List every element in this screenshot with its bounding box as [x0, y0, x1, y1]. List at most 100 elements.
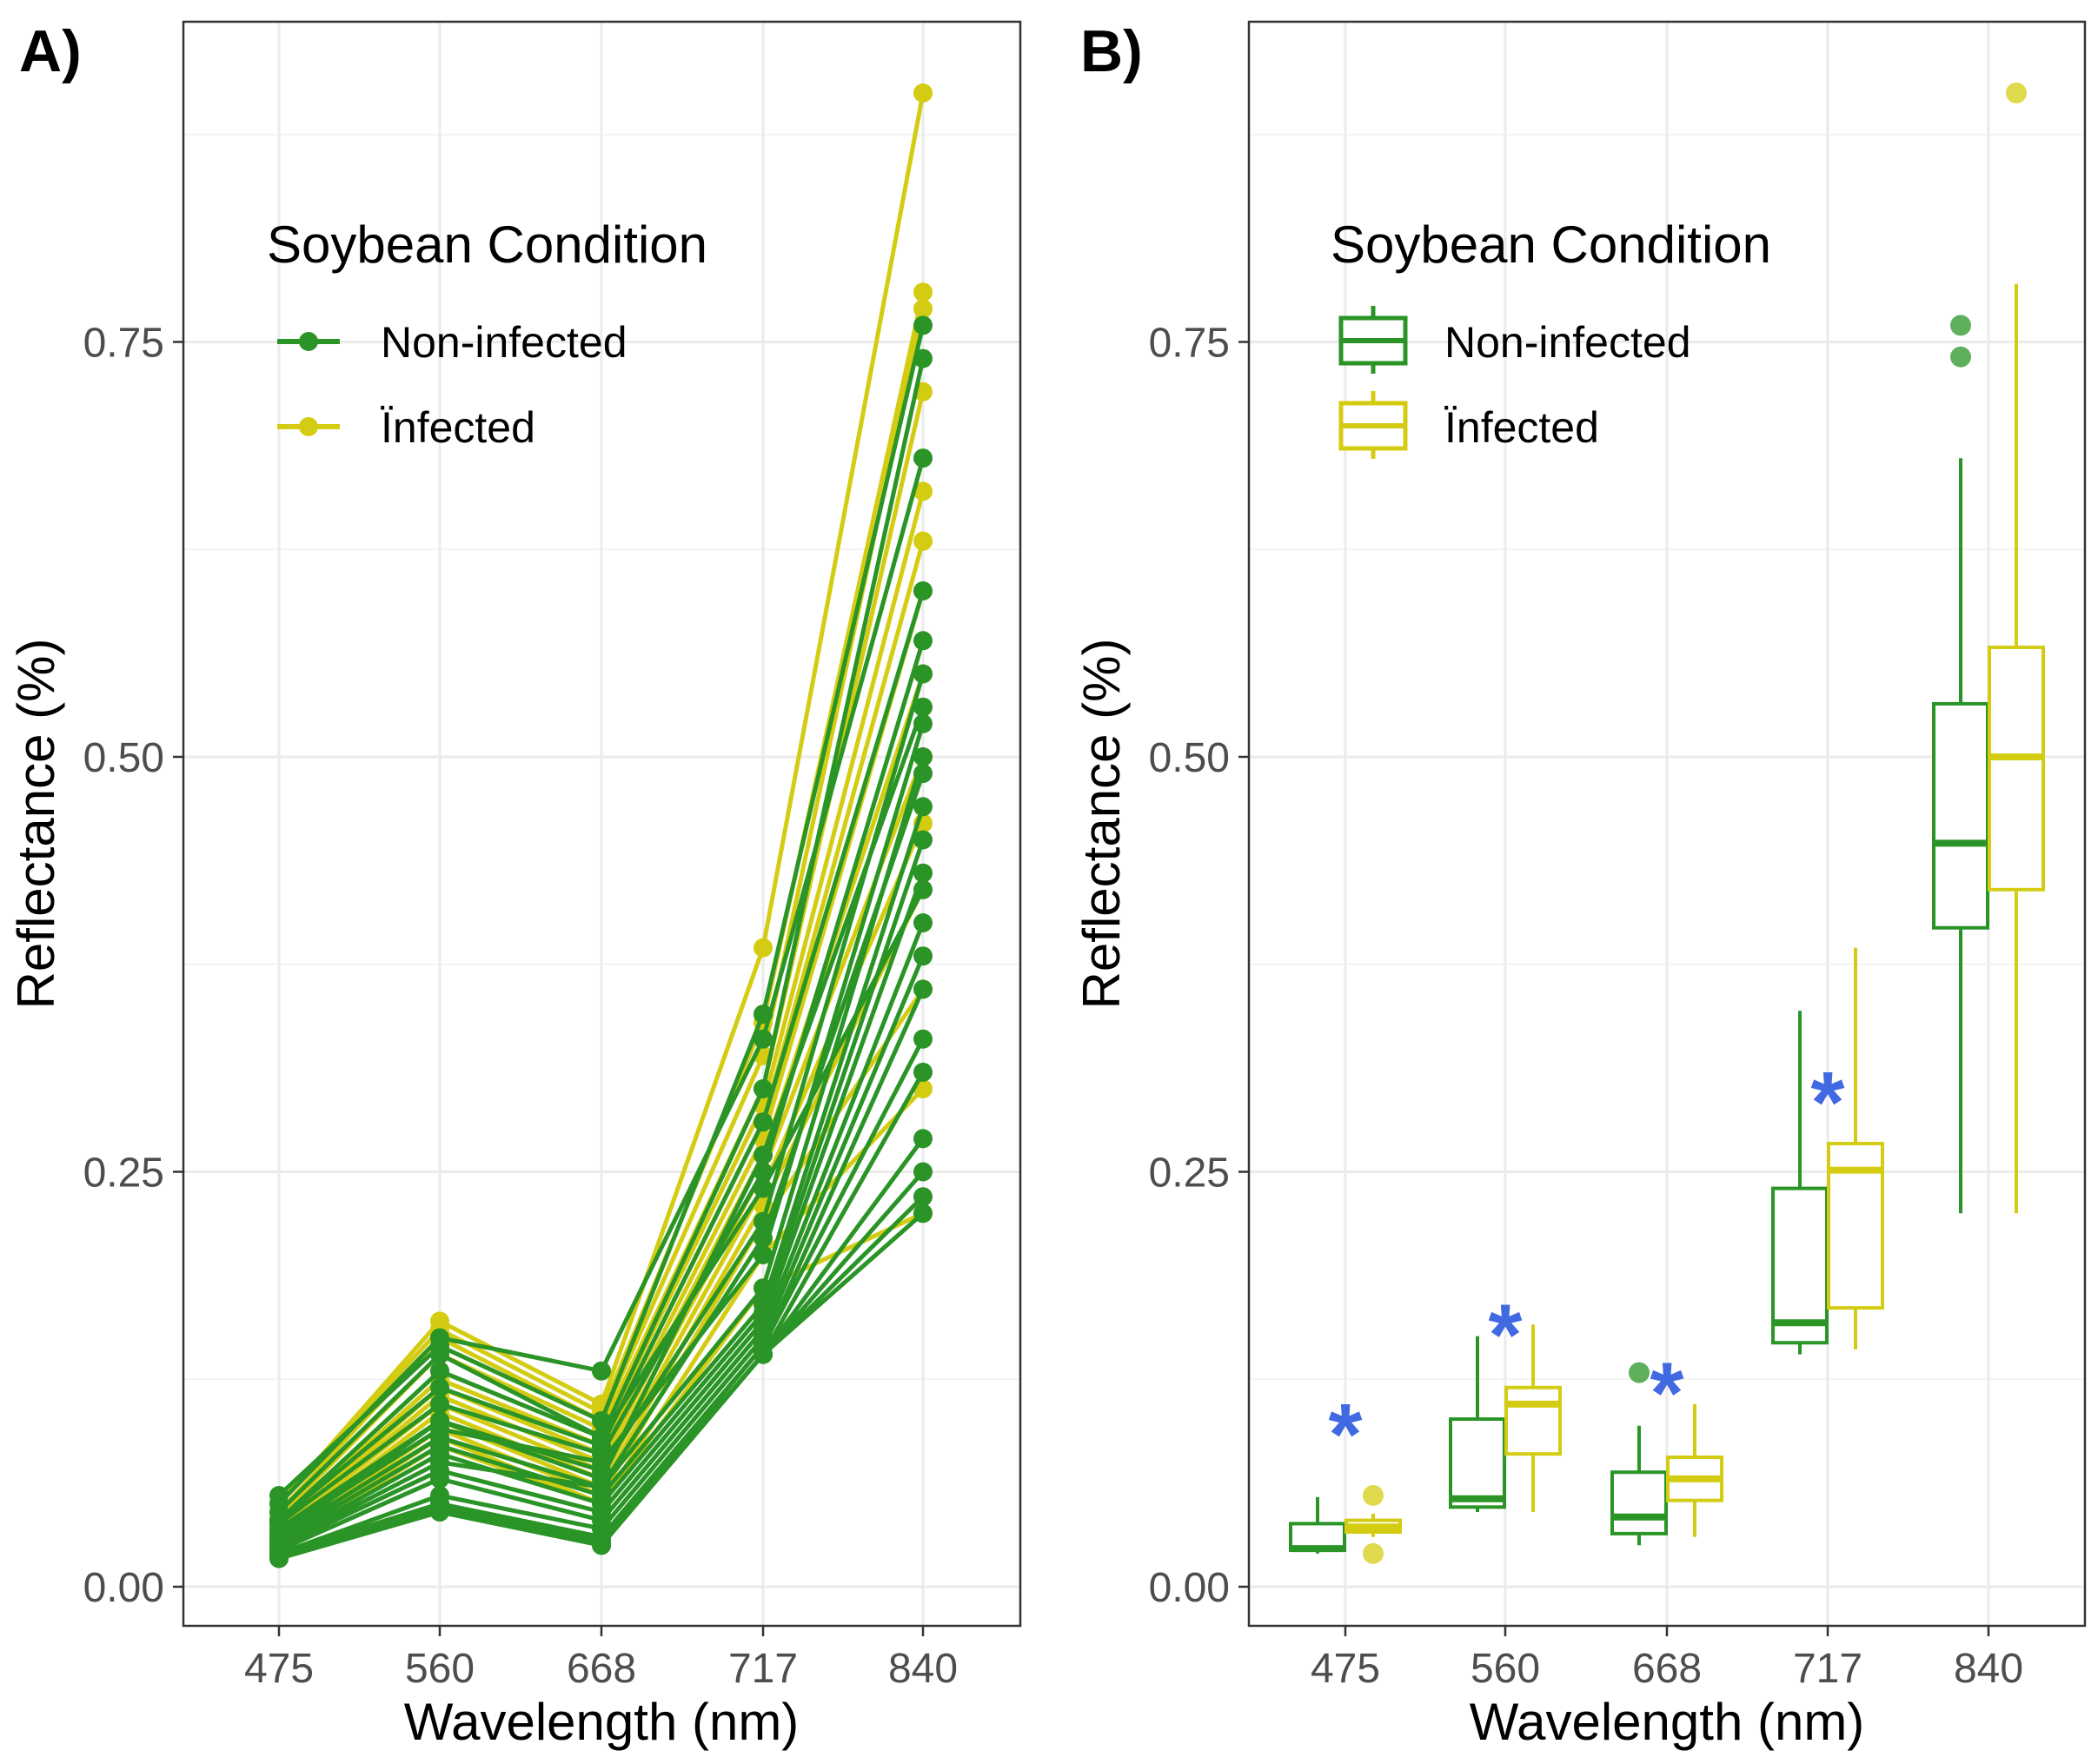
data-point — [754, 1005, 773, 1025]
data-point — [269, 1510, 289, 1530]
data-point — [913, 1204, 933, 1224]
x-tick-label: 840 — [1954, 1646, 2023, 1692]
box-infected — [1344, 1484, 1402, 1564]
outlier-point — [1950, 315, 1971, 336]
box-body — [1988, 645, 2045, 892]
legend-key-box-infected — [1338, 391, 1408, 459]
data-point — [913, 863, 933, 883]
x-tick-label: 560 — [405, 1646, 475, 1692]
data-point — [913, 299, 933, 319]
data-point — [269, 1527, 289, 1547]
y-tick-label: 0.50 — [83, 735, 164, 781]
data-point — [913, 830, 933, 850]
data-point — [269, 1486, 289, 1505]
panel-a-legend-non-infected: Non-infected — [381, 318, 627, 367]
significance-star: * — [1650, 1344, 1684, 1442]
box-body — [1932, 701, 1989, 930]
x-tick-label: 717 — [1793, 1646, 1862, 1692]
legend-key-infected — [277, 417, 340, 436]
legend-point-non-infected — [299, 332, 318, 351]
x-tick-label: 717 — [728, 1646, 798, 1692]
data-point — [913, 664, 933, 684]
data-point — [754, 938, 773, 958]
y-tick-label: 0.25 — [1149, 1151, 1230, 1197]
y-tick-label: 0.75 — [83, 321, 164, 367]
data-point — [592, 1535, 611, 1555]
x-tick-label: 668 — [567, 1646, 636, 1692]
data-point — [913, 448, 933, 468]
legend-point-infected — [299, 417, 318, 436]
data-point — [913, 1029, 933, 1049]
panel-a-x-axis: 475 560 668 717 840 — [244, 1626, 958, 1692]
y-tick-label: 0.00 — [83, 1565, 164, 1611]
data-point — [913, 879, 933, 899]
data-point — [592, 1469, 611, 1489]
box-non-infected — [1289, 1496, 1346, 1554]
data-point — [913, 581, 933, 600]
panel-b-x-axis: 475 560 668 717 840 — [1311, 1626, 2023, 1692]
panel-b-y-axis: 0.00 0.25 0.50 0.75 — [1149, 321, 1249, 1611]
box-infected — [1666, 1403, 1723, 1537]
data-point — [430, 1469, 449, 1489]
box-non-infected — [1610, 1362, 1668, 1546]
box-infected — [1988, 83, 2045, 1214]
data-point — [913, 348, 933, 368]
data-point — [913, 1062, 933, 1082]
data-point — [754, 1029, 773, 1049]
panel-b-legend: Soybean Condition Non-infected Ïnfected — [1331, 216, 1771, 459]
data-point — [754, 1112, 773, 1132]
box-non-infected — [1449, 1336, 1506, 1513]
x-tick-label: 475 — [1311, 1646, 1380, 1692]
data-point — [430, 1344, 449, 1364]
panel-b: B) * * * * 0.00 0.25 0.50 0.75 475 560 668 717 840… — [1072, 18, 2087, 1751]
y-tick-label: 0.25 — [83, 1151, 164, 1197]
panel-b-boxes — [1289, 83, 2045, 1564]
outlier-point — [1629, 1362, 1650, 1383]
data-point — [754, 1079, 773, 1098]
y-tick-label: 0.50 — [1149, 735, 1230, 781]
box-non-infected — [1771, 1011, 1829, 1355]
data-point — [754, 1145, 773, 1165]
data-point — [913, 1187, 933, 1207]
panel-b-x-axis-title: Wavelength (nm) — [1470, 1693, 1865, 1751]
panel-a-legend-title: Soybean Condition — [267, 216, 707, 274]
data-point — [269, 1548, 289, 1568]
x-tick-label: 560 — [1471, 1646, 1540, 1692]
panel-a-lines — [269, 83, 933, 1568]
box-body — [1449, 1417, 1506, 1509]
panel-b-label: B) — [1080, 18, 1143, 84]
outlier-point — [1950, 346, 1971, 368]
data-point — [913, 83, 933, 103]
data-point — [430, 1411, 449, 1430]
panel-b-legend-title: Soybean Condition — [1331, 216, 1771, 274]
data-point — [913, 697, 933, 717]
data-point — [913, 531, 933, 551]
panel-a-y-axis: 0.00 0.25 0.50 0.75 — [83, 321, 183, 1611]
data-point — [913, 1162, 933, 1182]
data-point — [913, 282, 933, 302]
data-point — [430, 1377, 449, 1397]
panel-a: A) 0.00 0.25 0.50 0.75 475 560 668 717 840 Wave… — [7, 18, 1022, 1751]
box-body — [1504, 1385, 1562, 1456]
data-point — [592, 1428, 611, 1448]
box-body — [1771, 1186, 1829, 1345]
data-point — [913, 1129, 933, 1149]
outlier-point — [1363, 1484, 1384, 1506]
panel-a-legend: Soybean Condition Non-infected Ïnfected — [267, 216, 707, 452]
data-point — [913, 946, 933, 966]
data-point — [754, 1344, 773, 1364]
x-tick-label: 668 — [1632, 1646, 1702, 1692]
box-infected — [1827, 947, 1884, 1350]
outlier-point — [1363, 1542, 1384, 1564]
data-point — [913, 747, 933, 766]
y-tick-label: 0.00 — [1149, 1565, 1230, 1611]
y-tick-label: 0.75 — [1149, 321, 1230, 367]
panel-b-legend-infected: Ïnfected — [1444, 403, 1599, 452]
data-point — [913, 797, 933, 817]
data-point — [430, 1361, 449, 1381]
box-body — [1610, 1470, 1668, 1535]
data-point — [754, 1228, 773, 1248]
panel-a-x-axis-title: Wavelength (nm) — [404, 1693, 800, 1751]
significance-star: * — [1489, 1286, 1523, 1383]
